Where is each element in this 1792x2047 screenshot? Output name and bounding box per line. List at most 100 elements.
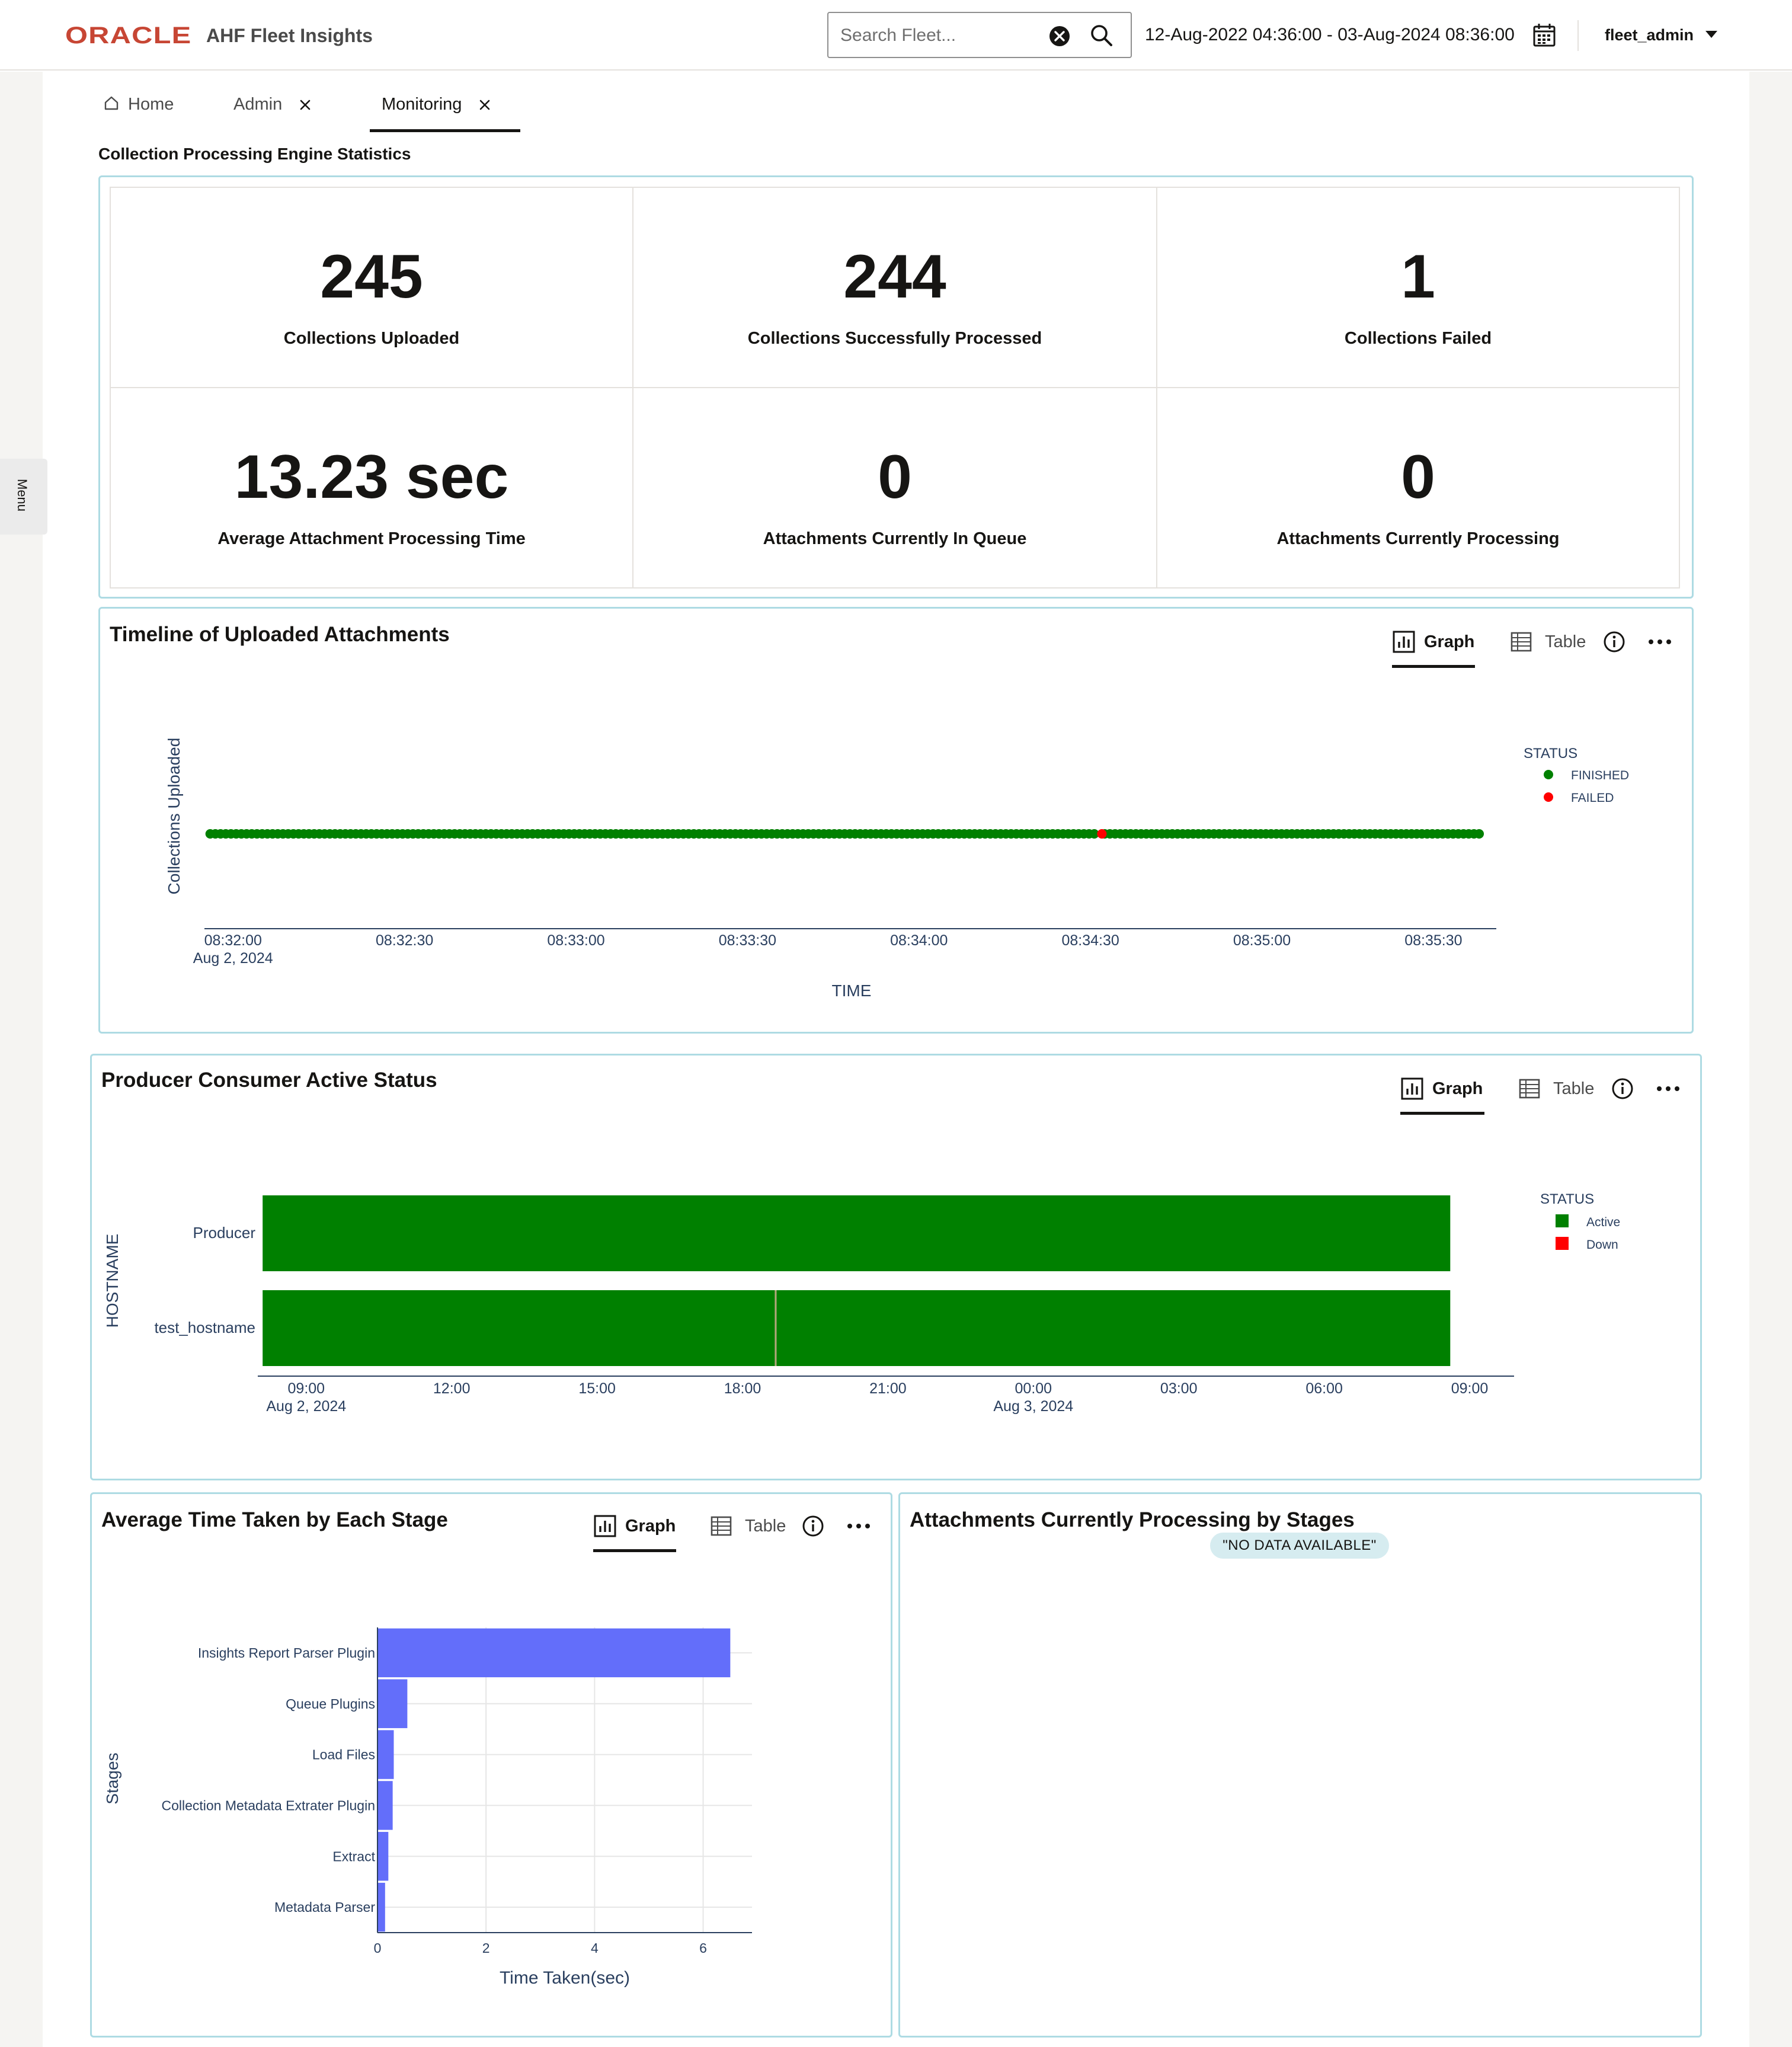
active-view-indicator [1392, 665, 1475, 668]
x-tick-label: 12:00 [433, 1380, 471, 1397]
category-label: Producer [193, 1224, 256, 1242]
stat-label: Collections Uploaded [283, 329, 460, 348]
more-options-icon[interactable] [1648, 638, 1672, 645]
bar-chart-icon [1401, 1077, 1423, 1100]
x-tick-label: 08:32:00 [204, 932, 262, 949]
stat-label: Collections Failed [1344, 329, 1492, 348]
app-title: AHF Fleet Insights [206, 25, 373, 46]
finished-point [1089, 829, 1099, 839]
x-tick-label: 08:35:30 [1404, 932, 1462, 949]
more-options-icon[interactable] [847, 1523, 871, 1530]
table-icon [1511, 632, 1532, 652]
info-icon[interactable] [1603, 631, 1625, 653]
category-label: test_hostname [154, 1319, 255, 1336]
graph-view-button[interactable]: Graph [1392, 630, 1474, 654]
tab-monitoring[interactable]: Monitoring [382, 95, 491, 133]
stat-label: Collections Successfully Processed [747, 329, 1042, 348]
section-title: Collection Processing Engine Statistics [98, 145, 411, 163]
stat-card: 245 Collections Uploaded [110, 187, 633, 388]
stat-label: Average Attachment Processing Time [217, 529, 526, 548]
active-view-indicator [593, 1549, 676, 1552]
close-icon[interactable] [299, 98, 312, 111]
oracle-logo: ORACLE [65, 23, 191, 49]
table-icon [711, 1516, 732, 1536]
legend-marker [1556, 1214, 1569, 1227]
producer-consumer-chart: HOSTNAME Producer test_hostname 09:00 Aug … [103, 1191, 1620, 1415]
category-label: Queue Plugins [286, 1696, 375, 1712]
attachments-by-stage-title: Attachments Currently Processing by Stag… [910, 1508, 1355, 1531]
more-options-icon[interactable] [1656, 1085, 1680, 1092]
x-tick-label: 21:00 [869, 1380, 907, 1397]
left-gutter [0, 72, 43, 2047]
stat-value: 1 [1401, 242, 1435, 311]
legend-item: FINISHED [1571, 769, 1629, 782]
graph-view-button[interactable]: Graph [593, 1514, 676, 1538]
table-view-button[interactable]: Table [1519, 1078, 1594, 1099]
table-label: Table [1545, 632, 1586, 651]
right-gutter [1749, 72, 1792, 2047]
x-tick-label: 6 [699, 1940, 707, 1956]
x-tick-label: 15:00 [578, 1380, 616, 1397]
category-label: Metadata Parser [274, 1899, 375, 1915]
tab-home-label: Home [128, 95, 174, 114]
search-icon[interactable] [1089, 23, 1114, 48]
tab-admin[interactable]: Admin [233, 95, 312, 133]
category-label: Collection Metadata Extrater Plugin [161, 1797, 375, 1813]
date-range-label: 12-Aug-2022 04:36:00 - 03-Aug-2024 08:36… [1145, 25, 1515, 44]
legend-title: STATUS [1540, 1191, 1594, 1207]
stat-card: 0 Attachments Currently In Queue [632, 387, 1157, 588]
legend-item: FAILED [1571, 791, 1614, 805]
stage-bar [377, 1679, 408, 1728]
search-field[interactable] [827, 12, 1132, 58]
timeline-chart: Collections Uploaded 08:32:00 08:32:30 08:… [165, 738, 1629, 1000]
x-tick-label: 09:00 [1451, 1380, 1489, 1397]
stat-value: 0 [1401, 443, 1435, 511]
tab-home[interactable]: Home [103, 95, 174, 133]
x-tick-label: 00:00 [1015, 1380, 1052, 1397]
failed-point [1097, 829, 1107, 839]
graph-label: Graph [1432, 1079, 1483, 1098]
stat-label: Attachments Currently Processing [1276, 529, 1560, 548]
table-view-button[interactable]: Table [1511, 631, 1586, 653]
graph-label: Graph [1424, 632, 1475, 651]
stat-card: 13.23 sec Average Attachment Processing … [110, 387, 633, 588]
stats-panel: 245 Collections Uploaded 244 Collections… [98, 175, 1694, 599]
close-icon[interactable] [478, 98, 491, 111]
x-tick-date: Aug 2, 2024 [266, 1398, 346, 1415]
y-axis-label: Collections Uploaded [165, 738, 183, 895]
stat-card: 0 Attachments Currently Processing [1156, 387, 1680, 588]
top-header: ORACLE AHF Fleet Insights 12-Aug-2022 04… [0, 0, 1792, 71]
timeline-title: Timeline of Uploaded Attachments [110, 623, 450, 646]
bar-chart-icon [594, 1515, 616, 1537]
x-tick-label: 03:00 [1160, 1380, 1198, 1397]
active-view-indicator [1400, 1112, 1484, 1115]
y-axis-label: Stages [103, 1752, 121, 1804]
category-label: Extract [332, 1848, 375, 1864]
info-icon[interactable] [1611, 1077, 1634, 1100]
x-tick-label: 0 [374, 1940, 382, 1956]
average-time-chart: Stages Insights Report Parser Plugin Queu… [103, 1627, 752, 1988]
x-tick-label: 08:34:00 [890, 932, 948, 949]
x-tick-date: Aug 3, 2024 [993, 1398, 1073, 1415]
chevron-down-icon[interactable] [1704, 30, 1719, 39]
stage-bar [377, 1730, 394, 1779]
x-tick-label: 08:35:00 [1233, 932, 1291, 949]
table-view-button[interactable]: Table [711, 1515, 786, 1537]
active-tab-indicator [370, 129, 520, 132]
search-input[interactable] [840, 25, 1042, 46]
info-icon[interactable] [802, 1515, 824, 1537]
graph-view-button[interactable]: Graph [1400, 1077, 1483, 1101]
table-label: Table [1553, 1079, 1595, 1098]
category-label: Insights Report Parser Plugin [198, 1645, 375, 1661]
y-axis-label: HOSTNAME [103, 1234, 121, 1328]
legend-title: STATUS [1524, 746, 1577, 762]
header-divider [1577, 20, 1579, 51]
legend-marker [1544, 770, 1553, 779]
tab-admin-label: Admin [233, 95, 283, 114]
clear-search-icon[interactable] [1049, 25, 1070, 47]
table-icon [1519, 1079, 1540, 1099]
x-tick-date: Aug 2, 2024 [193, 950, 273, 967]
user-menu-label[interactable]: fleet_admin [1605, 26, 1694, 44]
calendar-icon[interactable] [1532, 23, 1556, 47]
side-menu-toggle[interactable]: Menu [0, 459, 47, 535]
